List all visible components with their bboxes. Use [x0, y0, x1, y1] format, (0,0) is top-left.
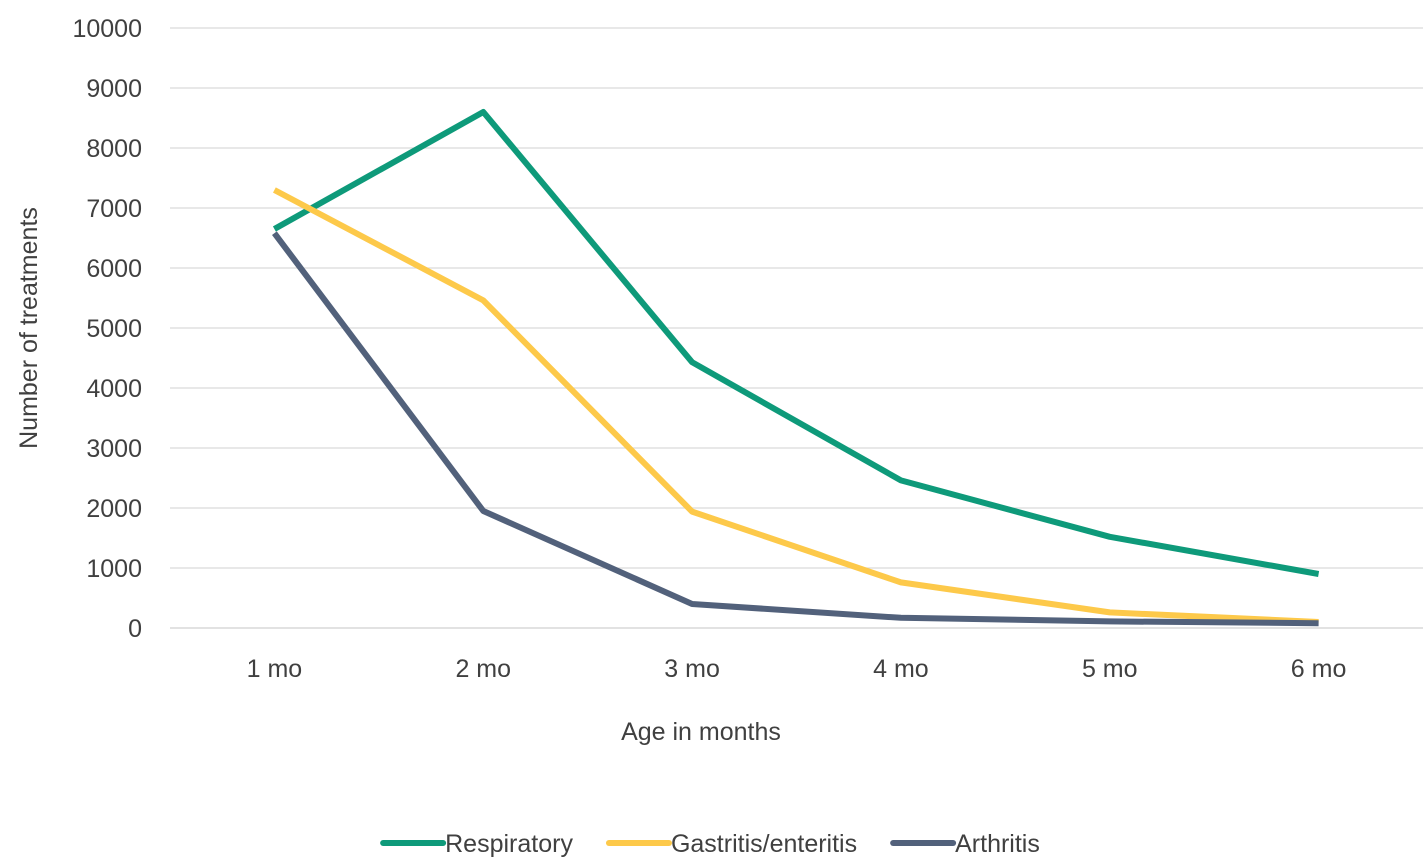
y-tick-label: 8000 — [86, 135, 142, 163]
y-tick-label: 4000 — [86, 375, 142, 403]
x-tick-label: 6 mo — [1291, 655, 1347, 683]
x-tick-label: 1 mo — [247, 655, 303, 683]
x-tick-label: 4 mo — [873, 655, 929, 683]
legend-label: Respiratory — [445, 830, 573, 858]
series-line-gastritis-enteritis — [272, 187, 1319, 625]
series-line-arthritis — [272, 231, 1319, 627]
y-tick-label: 7000 — [86, 195, 142, 223]
gridlines — [170, 27, 1423, 629]
y-tick-label: 9000 — [86, 75, 142, 103]
y-tick-label: 6000 — [86, 255, 142, 283]
legend-label: Arthritis — [955, 830, 1040, 858]
x-tick-label: 3 mo — [664, 655, 720, 683]
y-tick-label: 3000 — [86, 435, 142, 463]
legend-label: Gastritis/enteritis — [671, 830, 857, 858]
y-tick-label: 1000 — [86, 555, 142, 583]
y-axis-title: Number of treatments — [15, 207, 43, 449]
y-tick-label: 0 — [128, 615, 142, 643]
y-tick-label: 10000 — [72, 15, 142, 43]
x-tick-label: 2 mo — [455, 655, 511, 683]
legend: Respiratory Gastritis/enteritis Arthritis — [380, 830, 1040, 858]
x-tick-label: 5 mo — [1082, 655, 1138, 683]
series-line-respiratory — [272, 109, 1320, 577]
y-tick-label: 5000 — [86, 315, 142, 343]
series-lines — [272, 109, 1320, 627]
y-tick-label: 2000 — [86, 495, 142, 523]
x-axis-ticks: 1 mo 2 mo 3 mo 4 mo 5 mo 6 mo — [247, 655, 1347, 683]
y-axis-ticks: 0 1000 2000 3000 4000 5000 6000 7000 8000 9000 100… — [72, 15, 142, 643]
x-axis-title: Age in months — [621, 718, 781, 746]
